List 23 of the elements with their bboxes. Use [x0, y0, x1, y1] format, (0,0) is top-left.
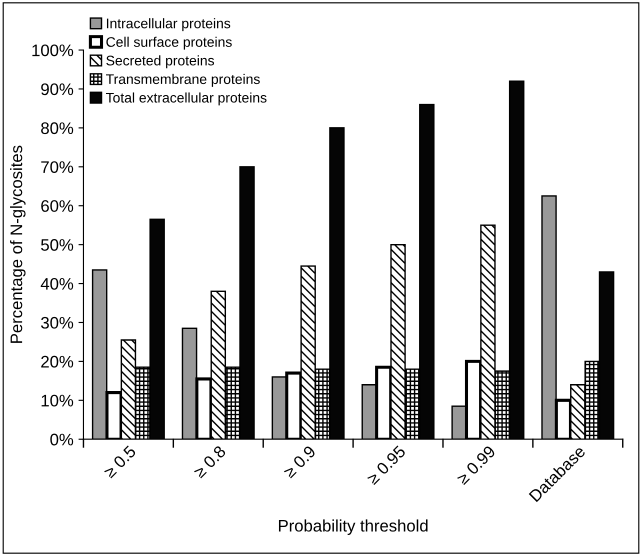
y-tick-label: 30%	[41, 316, 74, 329]
y-tick-label: 10%	[42, 394, 74, 407]
x-tick-label: ≥ 0.99	[456, 444, 496, 486]
y-tick-label: 20%	[41, 356, 74, 368]
legend-label: Intracellular proteins	[106, 18, 230, 32]
legend-label: Total extracellular proteins	[106, 92, 267, 106]
x-tick-label: ≥ 0.95	[366, 444, 406, 486]
legend-label: Cell surface proteins	[106, 36, 232, 50]
y-tick-label: 0%	[50, 434, 74, 446]
y-tick-label: 60%	[41, 200, 74, 212]
x-axis-title: Probability threshold	[278, 519, 428, 535]
y-tick-label: 90%	[41, 83, 74, 96]
legend-label: Secreted proteins	[106, 55, 214, 68]
y-tick-label: 80%	[41, 122, 74, 134]
legend-label: Transmembrane proteins	[106, 74, 260, 87]
y-tick-label: 40%	[40, 278, 74, 290]
x-tick-label: ≥ 0.5	[102, 444, 137, 479]
y-tick-label: 70%	[41, 161, 74, 174]
y-tick-label: 50%	[41, 239, 74, 251]
y-axis-title: Percentage of N-glycosites	[10, 146, 26, 343]
y-tick-label: 100%	[32, 44, 74, 56]
x-tick-label: ≥ 0.8	[192, 444, 226, 479]
x-tick-label: ≥ 0.9	[282, 444, 316, 479]
